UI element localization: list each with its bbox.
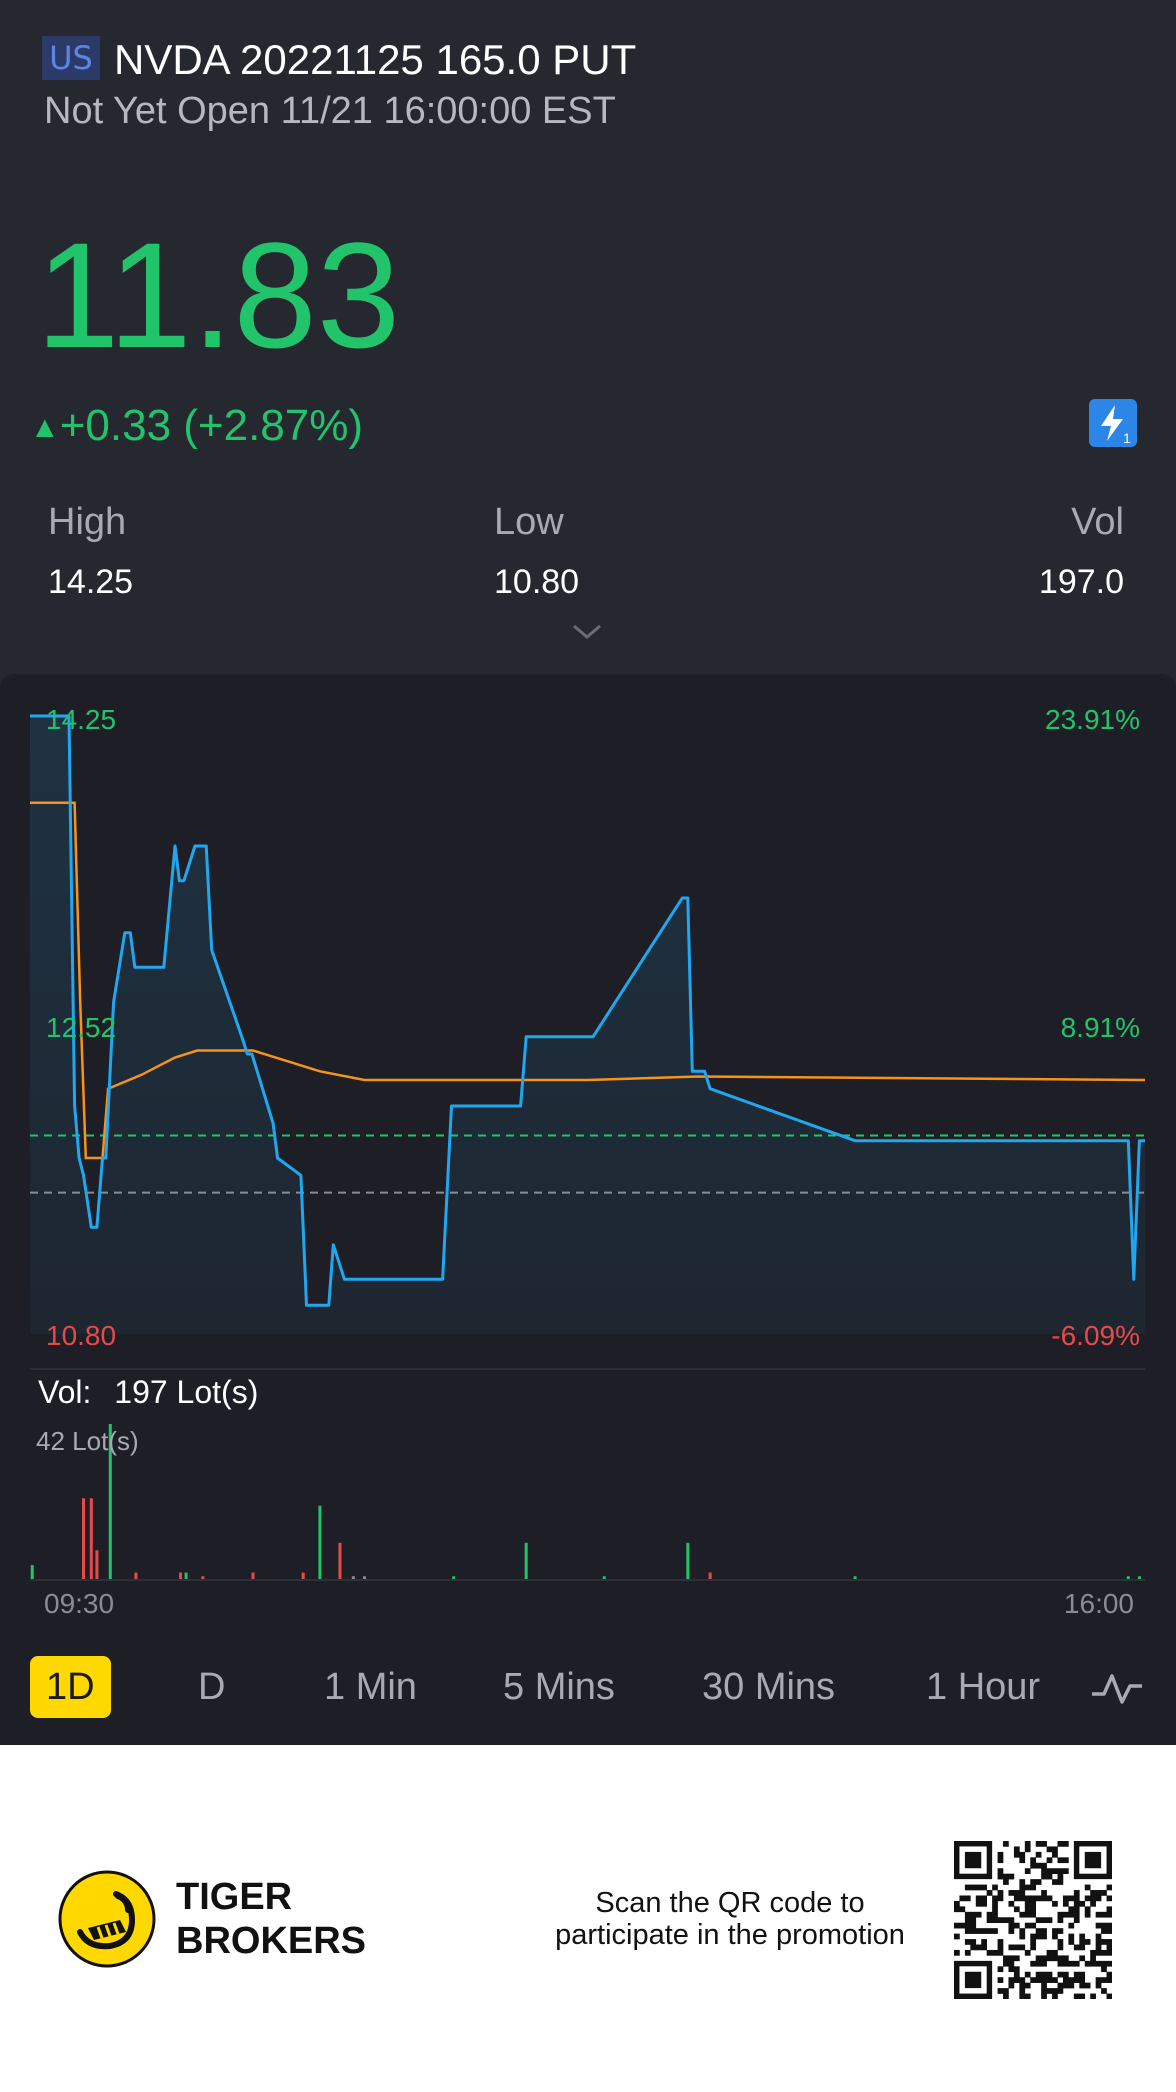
volume-bar <box>452 1576 456 1580</box>
high-label: High <box>48 501 127 543</box>
brand-name: TIGER BROKERS <box>176 1875 366 1963</box>
low-label: Low <box>494 501 564 543</box>
volume-bar <box>853 1576 857 1580</box>
option-title: NVDA 20221125 165.0 PUT <box>114 36 637 83</box>
market-badge: US <box>42 36 100 80</box>
price-line <box>30 714 1145 1307</box>
volume-bar <box>30 1565 34 1580</box>
volume-bar <box>338 1542 342 1580</box>
price-change: ▲+0.33 (+2.87%) <box>30 396 363 458</box>
y-axis-bot-left: 10.80 <box>46 1320 117 1351</box>
volume-bar <box>89 1498 93 1580</box>
volume-bar <box>251 1572 255 1580</box>
brand-line-1: TIGER <box>176 1876 293 1918</box>
tab-daily[interactable]: D <box>198 1666 226 1708</box>
volume-bar <box>184 1572 188 1580</box>
tab-1-hour[interactable]: 1 Hour <box>926 1666 1041 1708</box>
y-axis-top-right: 23.91% <box>1045 704 1140 735</box>
volume-bar <box>201 1576 205 1580</box>
price-change-value: +0.33 (+2.87%) <box>59 401 364 450</box>
volume-max-label: 42 Lot(s) <box>36 1426 139 1456</box>
low-value: 10.80 <box>494 563 580 601</box>
volume-bar <box>686 1542 690 1580</box>
qr-code[interactable] <box>954 1841 1113 2000</box>
volume-bar <box>95 1550 99 1580</box>
vol-label: Vol <box>1071 501 1124 543</box>
tab-1d[interactable]: 1D <box>30 1656 111 1718</box>
volume-bar <box>108 1424 112 1580</box>
market-status: Not Yet Open 11/21 16:00:00 EST <box>44 90 616 132</box>
volume-value: 197 Lot(s) <box>114 1374 259 1410</box>
volume-bar <box>351 1576 355 1580</box>
vol-value: 197.0 <box>1038 563 1124 601</box>
volume-bar <box>602 1576 606 1580</box>
svg-text:1: 1 <box>1123 430 1131 446</box>
x-axis-end: 16:00 <box>1063 1588 1134 1619</box>
promo-footer: TIGER BROKERS Scan the QR code to partic… <box>0 1745 1176 2092</box>
volume-bar <box>363 1576 366 1580</box>
volume-bar <box>708 1572 712 1580</box>
volume-bar <box>524 1542 528 1580</box>
y-axis-mid-right: 8.91% <box>1060 1012 1140 1043</box>
tab-30-mins[interactable]: 30 Mins <box>702 1666 836 1708</box>
y-axis-mid-left: 12.52 <box>46 1012 117 1043</box>
volume-bar <box>179 1572 183 1580</box>
volume-label: Vol: <box>38 1374 92 1410</box>
last-price: 11.83 <box>36 211 401 379</box>
volume-bar <box>1137 1576 1141 1580</box>
promo-line-1: Scan the QR code to <box>595 1887 865 1919</box>
brand-line-2: BROKERS <box>176 1920 367 1962</box>
volume-bar <box>301 1572 305 1580</box>
volume-bar <box>82 1498 86 1580</box>
tiger-logo-icon <box>58 1870 156 1972</box>
stock-detail-screen: US NVDA 20221125 165.0 PUT Not Yet Open … <box>0 0 1176 1745</box>
volume-bar <box>1126 1576 1130 1580</box>
x-axis-start: 09:30 <box>44 1588 115 1619</box>
tab-1-min[interactable]: 1 Min <box>324 1666 417 1708</box>
volume-bar <box>134 1572 138 1580</box>
chevron-down-icon[interactable] <box>570 622 604 646</box>
y-axis-top-left: 14.25 <box>46 704 117 735</box>
intraday-chart[interactable] <box>0 674 1176 1745</box>
average-price-line <box>30 801 1146 1160</box>
lightning-icon[interactable]: 1 <box>1089 399 1137 447</box>
tab-5-mins[interactable]: 5 Mins <box>503 1666 615 1708</box>
y-axis-bot-right: -6.09% <box>1051 1320 1140 1351</box>
promo-line-2: participate in the promotion <box>555 1919 905 1951</box>
promo-text: Scan the QR code to participate in the p… <box>540 1887 920 1951</box>
volume-bar <box>318 1505 322 1580</box>
volume-summary: Vol: 197 Lot(s) <box>38 1374 258 1411</box>
indicator-icon[interactable] <box>1090 1668 1144 1712</box>
chart-panel: 14.25 12.52 10.80 23.91% 8.91% -6.09% Vo… <box>0 674 1176 1745</box>
price-area-fill <box>30 716 1145 1334</box>
high-value: 14.25 <box>48 563 134 601</box>
up-triangle-icon: ▲ <box>30 411 60 444</box>
